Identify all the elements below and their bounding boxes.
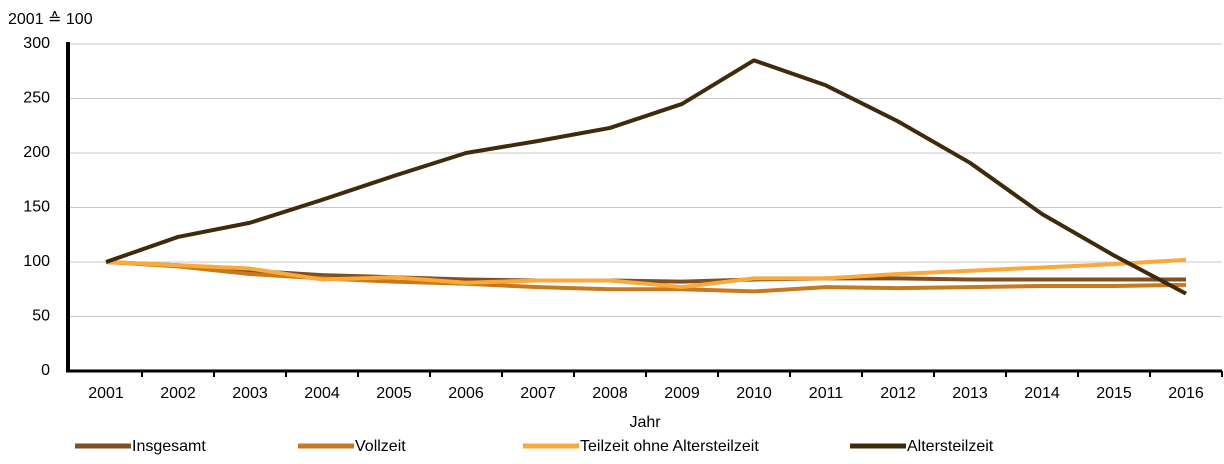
legend-label: Insgesamt — [132, 438, 206, 455]
x-tick-label: 2016 — [1168, 385, 1204, 402]
y-tick-label: 150 — [23, 199, 50, 216]
x-tick-label: 2005 — [376, 385, 412, 402]
y-tick-label: 250 — [23, 90, 50, 107]
y-tick-label: 50 — [32, 308, 50, 325]
x-tick-label: 2006 — [448, 385, 484, 402]
legend-label: Vollzeit — [355, 438, 406, 455]
x-tick-label: 2011 — [809, 385, 844, 402]
legend-label: Teilzeit ohne Altersteilzeit — [580, 438, 759, 455]
x-tick-label: 2007 — [520, 385, 556, 402]
y-tick-label: 200 — [23, 144, 50, 161]
series-line — [105, 257, 1187, 290]
x-tick-label: 2012 — [880, 385, 916, 402]
legend-label: Altersteilzeit — [907, 438, 994, 455]
y-tick-label: 300 — [23, 35, 50, 52]
y-tick-label: 0 — [41, 362, 50, 379]
x-tick-label: 2001 — [88, 385, 124, 402]
x-tick-label: 2002 — [160, 385, 196, 402]
x-tick-label: 2003 — [232, 385, 268, 402]
series-line — [105, 260, 1187, 294]
x-tick-label: 2009 — [664, 385, 700, 402]
x-tick-label: 2004 — [304, 385, 340, 402]
axis-unit: 2001 ≙ 100 — [8, 11, 93, 28]
x-tick-label: 2013 — [952, 385, 988, 402]
x-axis-label: Jahr — [629, 414, 661, 431]
x-tick-label: 2015 — [1096, 385, 1132, 402]
series-line — [105, 58, 1187, 296]
x-tick-label: 2014 — [1024, 385, 1060, 402]
x-tick-label: 2010 — [736, 385, 772, 402]
x-tick-label: 2008 — [592, 385, 628, 402]
y-tick-label: 100 — [23, 253, 50, 270]
